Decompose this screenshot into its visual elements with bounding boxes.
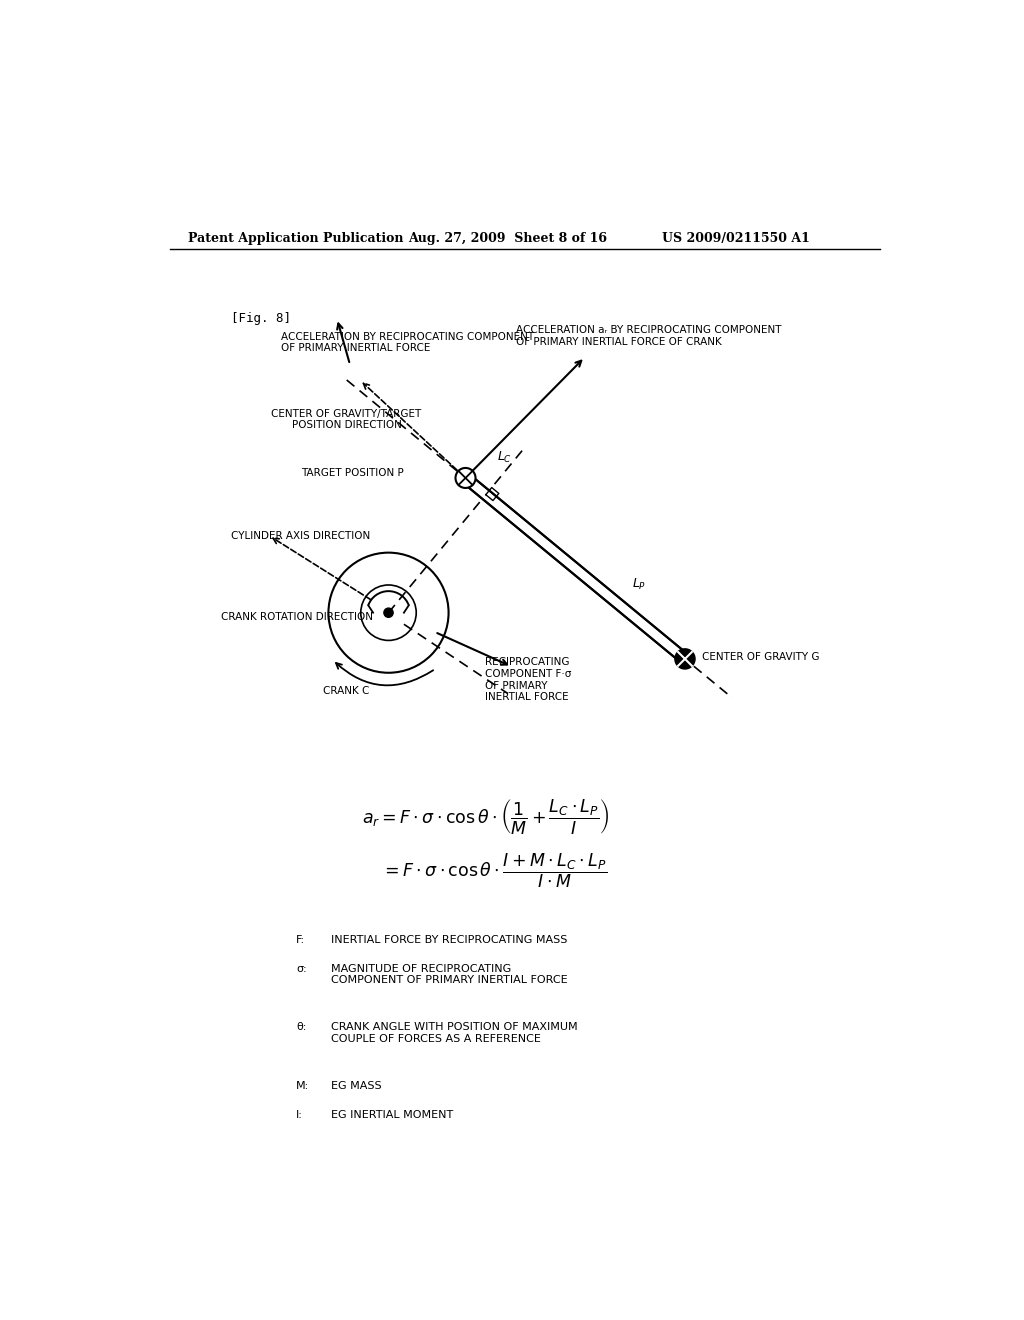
Text: EG MASS: EG MASS <box>331 1081 381 1090</box>
Text: TARGET POSITION P: TARGET POSITION P <box>301 467 403 478</box>
Text: F:: F: <box>296 935 305 945</box>
Text: Patent Application Publication: Patent Application Publication <box>188 231 403 244</box>
Text: ACCELERATION BY RECIPROCATING COMPONENT
OF PRIMARY INERTIAL FORCE: ACCELERATION BY RECIPROCATING COMPONENT … <box>281 331 534 354</box>
Text: EG INERTIAL MOMENT: EG INERTIAL MOMENT <box>331 1110 453 1121</box>
Circle shape <box>674 648 695 669</box>
Text: CENTER OF GRAVITY/TARGET
POSITION DIRECTION: CENTER OF GRAVITY/TARGET POSITION DIRECT… <box>271 409 422 430</box>
Text: CENTER OF GRAVITY G: CENTER OF GRAVITY G <box>701 652 819 663</box>
Text: US 2009/0211550 A1: US 2009/0211550 A1 <box>662 231 810 244</box>
Text: CRANK ROTATION DIRECTION: CRANK ROTATION DIRECTION <box>221 611 374 622</box>
Text: MAGNITUDE OF RECIPROCATING
COMPONENT OF PRIMARY INERTIAL FORCE: MAGNITUDE OF RECIPROCATING COMPONENT OF … <box>331 964 567 986</box>
Circle shape <box>456 469 475 488</box>
Text: σ:: σ: <box>296 964 307 974</box>
Text: CYLINDER AXIS DIRECTION: CYLINDER AXIS DIRECTION <box>230 531 370 541</box>
Text: $L_P$: $L_P$ <box>632 577 646 593</box>
Text: $= F \cdot \sigma \cdot \cos\theta \cdot \dfrac{I + M \cdot L_C \cdot L_P}{I \cd: $= F \cdot \sigma \cdot \cos\theta \cdot… <box>381 851 607 890</box>
Text: CRANK C: CRANK C <box>323 686 370 696</box>
Text: $L_C$: $L_C$ <box>498 450 512 465</box>
Text: ACCELERATION aᵣ BY RECIPROCATING COMPONENT
OF PRIMARY INERTIAL FORCE OF CRANK: ACCELERATION aᵣ BY RECIPROCATING COMPONE… <box>515 326 781 347</box>
Text: M:: M: <box>296 1081 309 1090</box>
Text: I:: I: <box>296 1110 303 1121</box>
Polygon shape <box>462 474 688 663</box>
Text: $a_r = F \cdot \sigma \cdot \cos\theta \cdot \left(\dfrac{1}{M} + \dfrac{L_C \cd: $a_r = F \cdot \sigma \cdot \cos\theta \… <box>361 797 609 837</box>
Text: INERTIAL FORCE BY RECIPROCATING MASS: INERTIAL FORCE BY RECIPROCATING MASS <box>331 935 567 945</box>
Text: Aug. 27, 2009  Sheet 8 of 16: Aug. 27, 2009 Sheet 8 of 16 <box>408 231 607 244</box>
Text: CRANK ANGLE WITH POSITION OF MAXIMUM
COUPLE OF FORCES AS A REFERENCE: CRANK ANGLE WITH POSITION OF MAXIMUM COU… <box>331 1022 578 1044</box>
Text: RECIPROCATING
COMPONENT F·σ
OF PRIMARY
INERTIAL FORCE: RECIPROCATING COMPONENT F·σ OF PRIMARY I… <box>484 657 571 702</box>
Circle shape <box>384 609 393 618</box>
Text: θ:: θ: <box>296 1022 306 1032</box>
Text: [Fig. 8]: [Fig. 8] <box>230 313 291 326</box>
